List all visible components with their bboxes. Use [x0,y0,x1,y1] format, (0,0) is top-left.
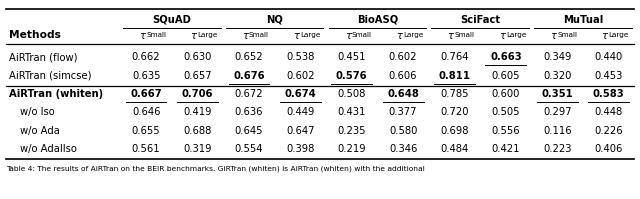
Text: 0.600: 0.600 [492,89,520,99]
Text: 0.663: 0.663 [490,52,522,62]
Text: Small: Small [146,32,166,38]
Text: 0.652: 0.652 [235,52,263,62]
Text: 0.505: 0.505 [492,107,520,117]
Text: 0.508: 0.508 [337,89,366,99]
Text: AiRTran (simcse): AiRTran (simcse) [9,71,91,81]
Text: Small: Small [352,32,372,38]
Text: τ: τ [191,31,196,41]
Text: 0.706: 0.706 [182,89,213,99]
Text: 0.431: 0.431 [337,107,366,117]
Text: 0.406: 0.406 [595,144,623,154]
Text: 0.811: 0.811 [438,71,470,81]
Text: 0.235: 0.235 [337,126,366,136]
Text: 0.116: 0.116 [543,126,572,136]
Text: 0.630: 0.630 [183,52,212,62]
Text: 0.453: 0.453 [595,71,623,81]
Text: SQuAD: SQuAD [152,15,191,24]
Text: Small: Small [249,32,269,38]
Text: 0.320: 0.320 [543,71,572,81]
Text: 0.554: 0.554 [235,144,263,154]
Text: 0.297: 0.297 [543,107,572,117]
Text: 0.440: 0.440 [595,52,623,62]
Text: 0.602: 0.602 [389,52,417,62]
Text: 0.667: 0.667 [131,89,162,99]
Text: 0.319: 0.319 [183,144,212,154]
Text: 0.349: 0.349 [543,52,572,62]
Text: AiRTran (whiten): AiRTran (whiten) [9,89,103,99]
Text: 0.398: 0.398 [286,144,314,154]
Text: AiRTran (flow): AiRTran (flow) [9,52,77,62]
Text: BioASQ: BioASQ [356,15,398,24]
Text: 0.602: 0.602 [286,71,314,81]
Text: Large: Large [506,32,526,38]
Text: w/o Iso: w/o Iso [20,107,54,117]
Text: Large: Large [300,32,321,38]
Text: τ: τ [345,31,351,41]
Text: 0.764: 0.764 [440,52,468,62]
Text: 0.223: 0.223 [543,144,572,154]
Text: τ: τ [550,31,556,41]
Text: 0.648: 0.648 [387,89,419,99]
Text: 0.451: 0.451 [337,52,366,62]
Text: 0.449: 0.449 [286,107,314,117]
Text: 0.580: 0.580 [389,126,417,136]
Text: 0.583: 0.583 [593,89,625,99]
Text: NQ: NQ [266,15,283,24]
Text: 0.576: 0.576 [336,71,367,81]
Text: 0.606: 0.606 [389,71,417,81]
Text: 0.556: 0.556 [492,126,520,136]
Text: τ: τ [139,31,145,41]
Text: 0.674: 0.674 [284,89,316,99]
Text: Small: Small [454,32,474,38]
Text: 0.655: 0.655 [132,126,161,136]
Text: τ: τ [242,31,248,41]
Text: 0.647: 0.647 [286,126,314,136]
Text: 0.645: 0.645 [235,126,263,136]
Text: τ: τ [293,31,300,41]
Text: 0.419: 0.419 [183,107,212,117]
Text: 0.421: 0.421 [492,144,520,154]
Text: τ: τ [396,31,402,41]
Text: 0.226: 0.226 [595,126,623,136]
Text: 0.346: 0.346 [389,144,417,154]
Text: 0.538: 0.538 [286,52,314,62]
Text: Small: Small [557,32,577,38]
Text: 0.698: 0.698 [440,126,468,136]
Text: MuTual: MuTual [563,15,603,24]
Text: Table 4: The results of AiRTran on the BEIR benchmarks. GiRTran (whiten) is AiRT: Table 4: The results of AiRTran on the B… [6,165,424,172]
Text: Large: Large [609,32,629,38]
Text: 0.448: 0.448 [595,107,623,117]
Text: 0.662: 0.662 [132,52,161,62]
Text: τ: τ [447,31,454,41]
Text: τ: τ [602,31,607,41]
Text: 0.688: 0.688 [183,126,212,136]
Text: Large: Large [403,32,424,38]
Text: 0.785: 0.785 [440,89,468,99]
Text: SciFact: SciFact [460,15,500,24]
Text: 0.672: 0.672 [235,89,263,99]
Text: 0.657: 0.657 [183,71,212,81]
Text: 0.676: 0.676 [233,71,265,81]
Text: 0.636: 0.636 [235,107,263,117]
Text: τ: τ [499,31,505,41]
Text: 0.484: 0.484 [440,144,468,154]
Text: 0.219: 0.219 [337,144,366,154]
Text: 0.351: 0.351 [541,89,573,99]
Text: w/o AdalIso: w/o AdalIso [20,144,77,154]
Text: Methods: Methods [9,30,61,40]
Text: 0.561: 0.561 [132,144,161,154]
Text: 0.635: 0.635 [132,71,161,81]
Text: 0.646: 0.646 [132,107,161,117]
Text: Large: Large [198,32,218,38]
Text: 0.720: 0.720 [440,107,468,117]
Text: 0.377: 0.377 [389,107,417,117]
Text: 0.605: 0.605 [492,71,520,81]
Text: w/o Ada: w/o Ada [20,126,60,136]
